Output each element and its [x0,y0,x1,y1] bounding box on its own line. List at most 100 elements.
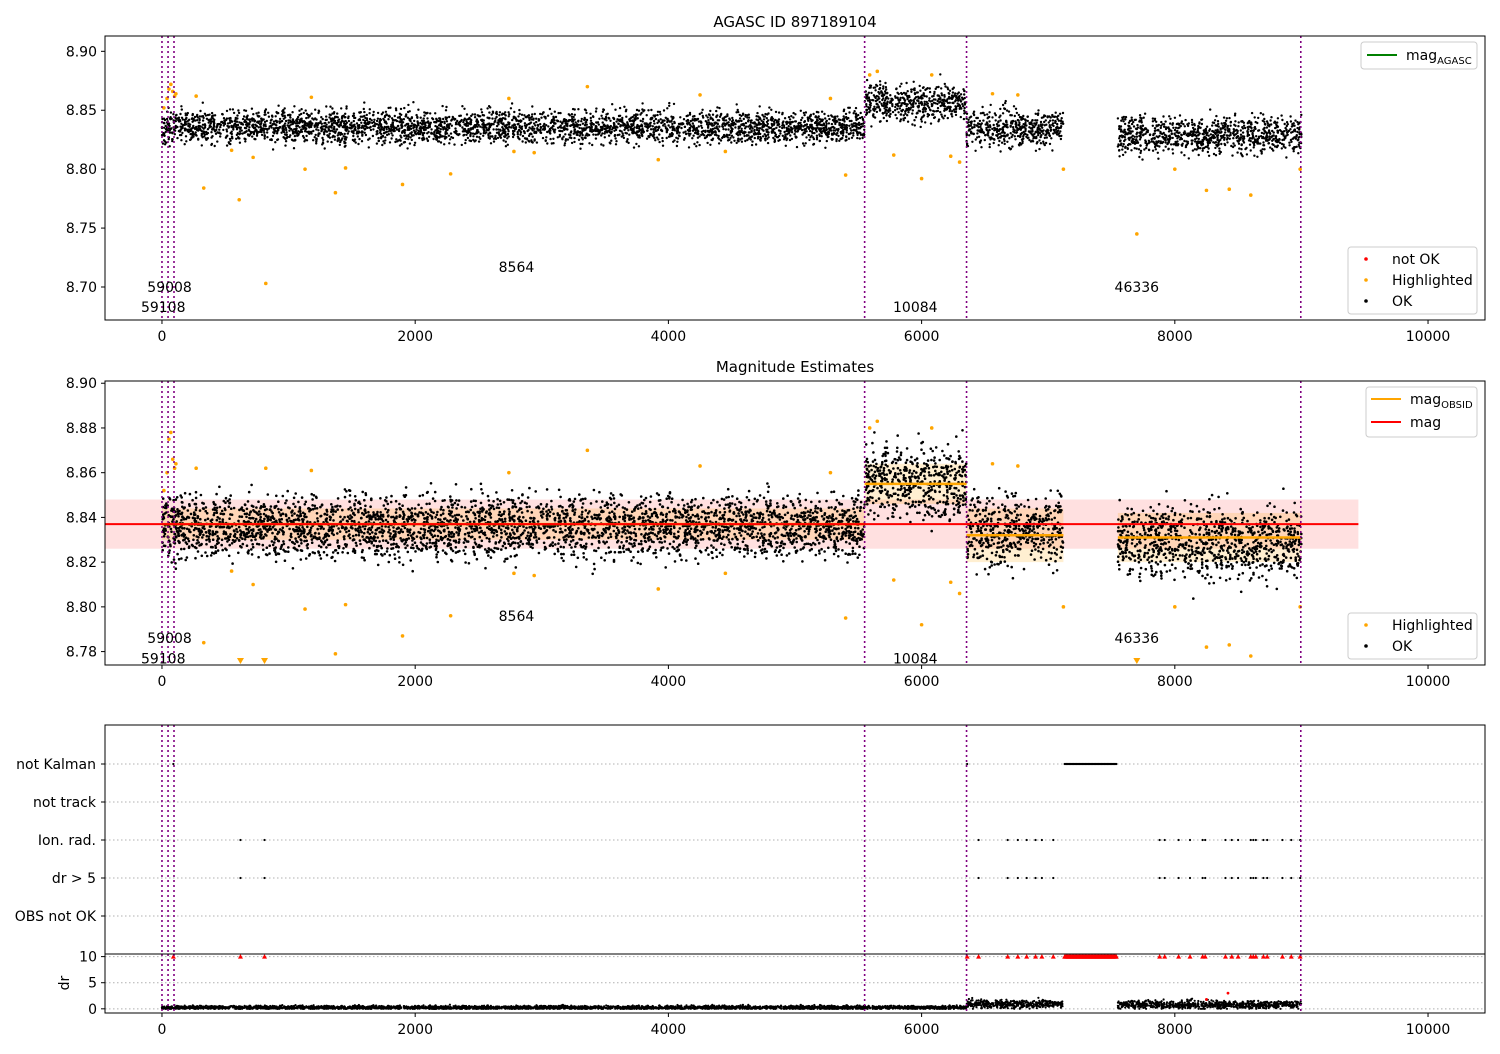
ok-point [1248,143,1252,146]
ok-point [529,121,533,124]
ok-point [224,136,228,139]
ok-point [524,115,527,119]
ok-point [226,122,230,125]
ok-point [378,119,382,123]
ok-point [1239,129,1243,132]
ok-point [171,131,174,134]
ok-point [497,123,500,126]
ok-point [1189,133,1192,137]
ok-point [545,136,548,139]
ok-point [163,143,167,146]
ok-point [778,125,781,128]
ok-point [253,130,256,133]
ok-point [320,125,324,128]
ok-point [1245,153,1249,156]
ok-point [600,143,603,146]
ok-point [522,130,526,133]
ok-point [800,118,803,122]
ok-point [795,127,798,130]
ok-point [845,115,848,119]
ok-point [482,126,486,129]
ok-point [785,138,788,142]
ok-point [557,111,560,115]
ok-point [1300,113,1303,117]
ok-point [767,126,770,129]
ok-point [379,128,383,131]
ok-point [1040,116,1044,120]
ok-point [250,107,254,110]
ok-point [618,114,622,118]
ok-point [763,133,766,136]
ok-point [1285,128,1288,131]
ok-point [911,123,914,126]
ok-point [707,121,711,124]
ok-point [700,111,703,114]
ok-point [294,122,297,125]
ok-point [504,145,508,148]
ok-point [241,132,244,135]
ok-point [353,128,356,131]
ok-point [807,127,811,131]
ok-point [603,117,606,121]
ok-point [177,116,181,119]
ok-point [243,109,246,112]
ok-point [257,115,260,118]
ok-point [861,136,864,140]
ok-point [452,117,455,120]
ok-point [870,125,873,128]
ok-point [209,122,212,125]
ok-point [435,135,438,138]
ok-point [816,126,819,129]
ok-point [867,91,871,95]
ok-point [1029,122,1033,126]
ok-point [1037,109,1040,112]
ok-point [385,128,388,131]
ok-point [631,129,634,132]
ok-point [468,129,471,133]
ok-point [793,124,796,128]
ok-point [228,142,231,145]
ok-point [1257,135,1261,138]
ok-point [165,117,169,121]
ok-point [554,115,558,119]
ok-point [298,126,301,129]
ok-point [788,128,791,132]
ok-point [1241,131,1245,134]
ok-point [1276,117,1280,120]
ok-point [437,127,440,130]
ok-point [943,102,946,105]
ok-point [307,116,310,119]
ok-point [954,113,958,117]
ok-point [766,133,770,136]
ok-point [496,136,500,140]
ok-point [700,124,703,128]
ok-point [1201,149,1204,152]
ok-point [740,119,743,123]
ok-point [296,115,300,119]
ok-point [586,133,590,136]
ok-point [581,138,584,141]
ok-point [1036,126,1040,130]
ok-point [552,142,555,145]
ok-point [1033,122,1036,125]
ok-point [400,125,403,128]
ok-point [716,106,719,109]
ok-point [512,133,516,136]
ok-point [810,134,813,137]
ok-point [417,108,420,111]
ok-point [454,121,458,124]
ok-point [491,117,494,120]
ok-point [976,136,979,139]
ok-point [347,130,350,133]
ok-point [201,119,205,122]
ok-point [445,136,448,139]
ok-point [724,128,728,131]
ok-point [1026,115,1030,118]
ok-point [666,107,669,110]
ok-point [415,128,418,131]
ok-point [249,120,252,124]
ok-point [794,136,798,139]
ok-point [497,119,500,122]
ok-point [580,117,583,121]
ok-point [395,138,398,141]
